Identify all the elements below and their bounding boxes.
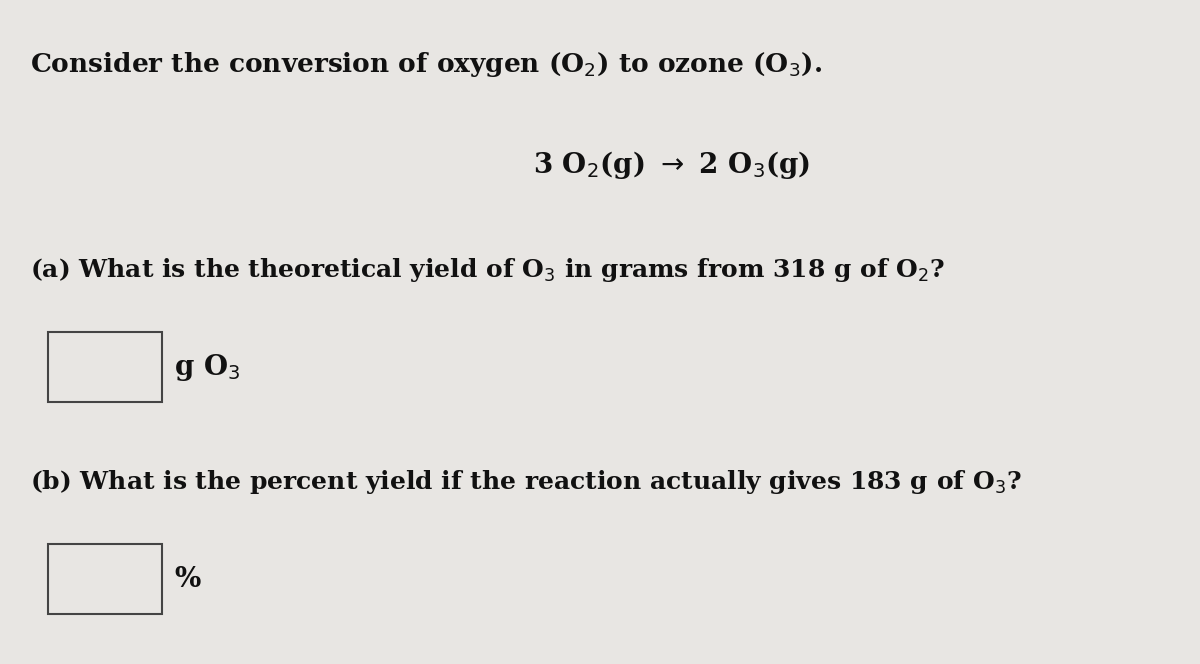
FancyBboxPatch shape xyxy=(48,332,162,402)
Text: %: % xyxy=(174,566,200,593)
Text: (b) What is the percent yield if the reaction actually gives 183 g of O$_3$?: (b) What is the percent yield if the rea… xyxy=(30,468,1021,496)
FancyBboxPatch shape xyxy=(48,544,162,614)
Text: 3 O$_2$(g) $\rightarrow$ 2 O$_3$(g): 3 O$_2$(g) $\rightarrow$ 2 O$_3$(g) xyxy=(534,149,810,181)
Text: Consider the conversion of oxygen (O$_2$) to ozone (O$_3$).: Consider the conversion of oxygen (O$_2$… xyxy=(30,50,822,79)
Text: g O$_3$: g O$_3$ xyxy=(174,352,240,382)
Text: (a) What is the theoretical yield of O$_3$ in grams from 318 g of O$_2$?: (a) What is the theoretical yield of O$_… xyxy=(30,256,944,284)
